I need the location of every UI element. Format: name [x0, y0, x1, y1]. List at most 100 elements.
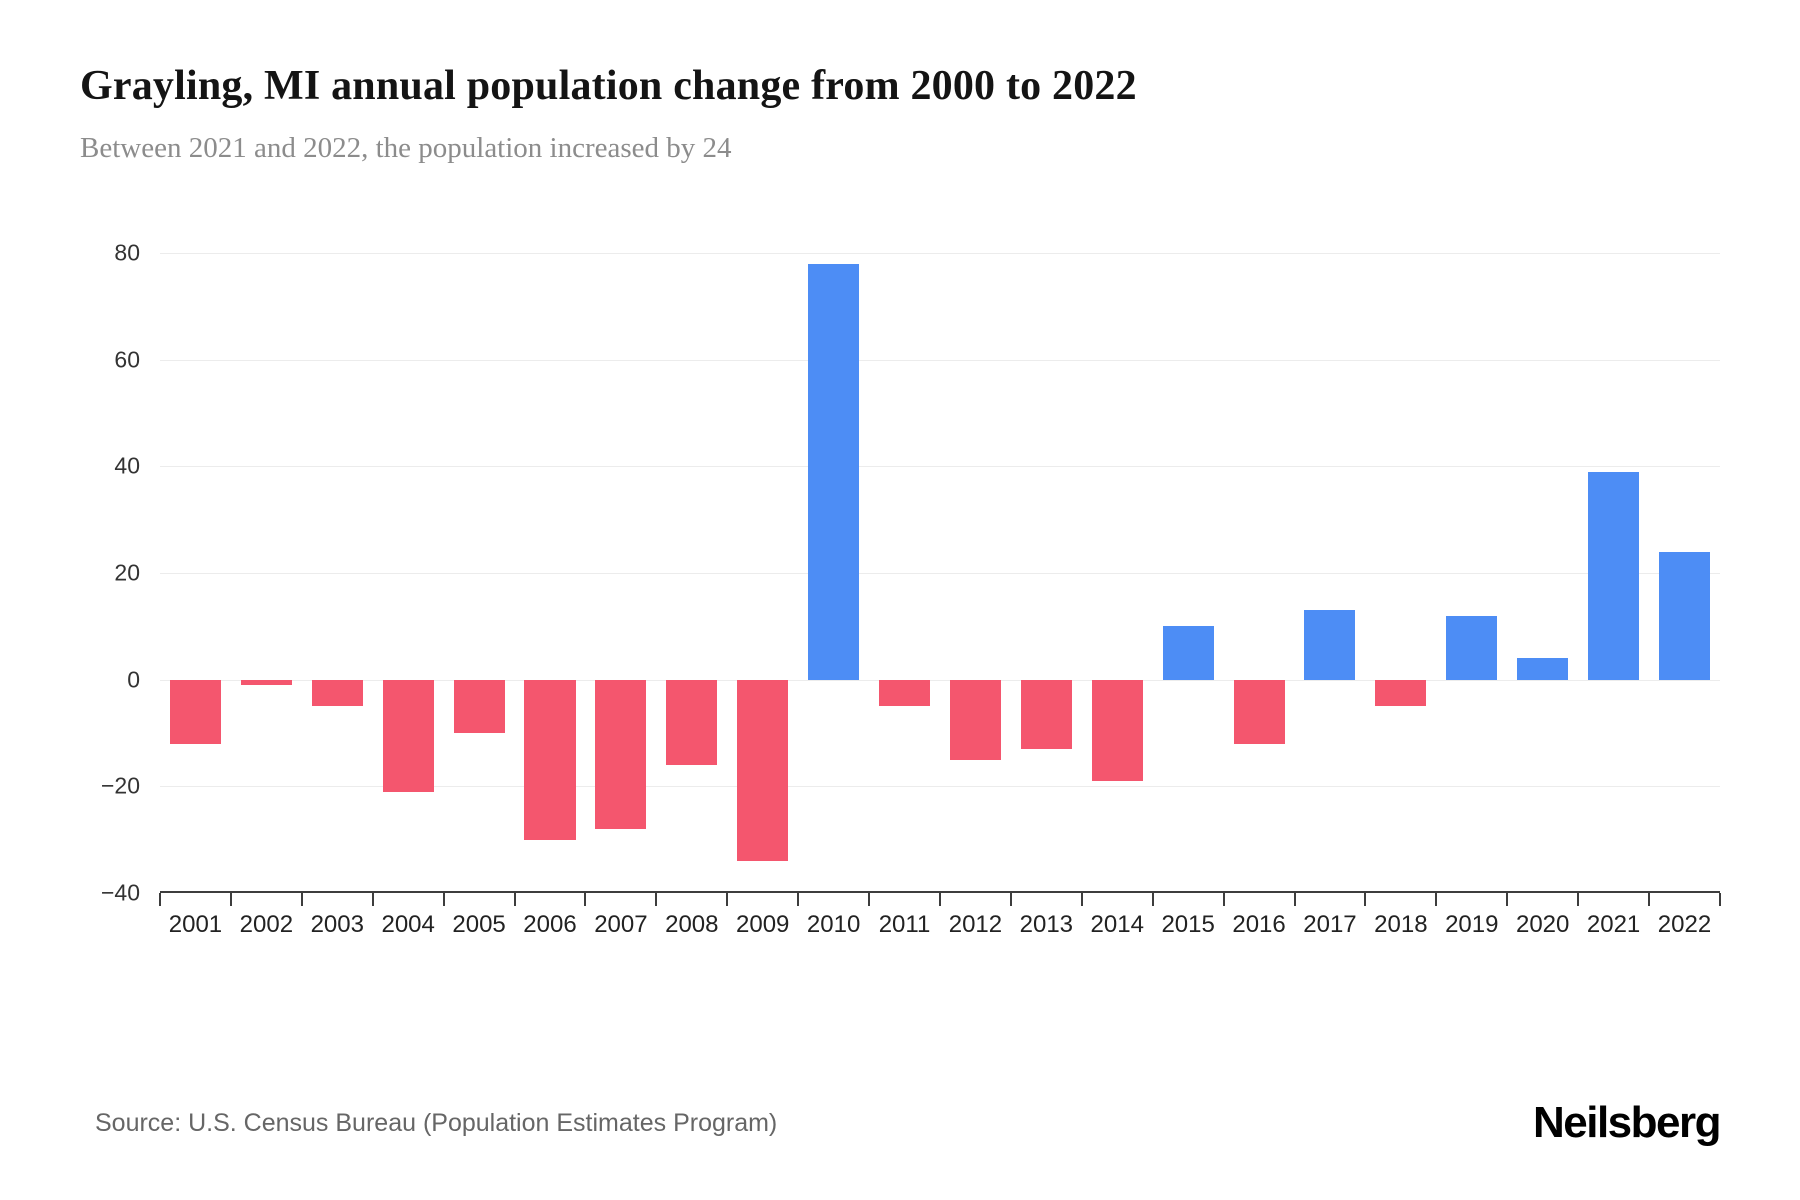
- bar-2008: [666, 679, 718, 765]
- x-axis-tick: [1719, 893, 1721, 906]
- x-tick-label: 2011: [878, 911, 931, 938]
- x-axis-tick: [229, 893, 232, 906]
- y-tick-label: 40: [114, 452, 140, 479]
- y-axis: 80 60 40 20 0 −20 −40: [80, 240, 160, 906]
- x-axis-tick: [1577, 893, 1580, 906]
- x-axis-tick: [1222, 893, 1225, 906]
- x-tick-label: 2008: [665, 911, 719, 938]
- bar-2018: [1375, 679, 1427, 707]
- x-axis-tick: [868, 893, 871, 906]
- bar-slot-2014: [1082, 253, 1153, 893]
- bar-slot-2019: [1436, 253, 1507, 893]
- gridline: [160, 466, 1720, 468]
- bar-slot-2021: [1578, 253, 1649, 893]
- x-axis-tick: [442, 893, 445, 906]
- y-tick-label: 60: [114, 346, 140, 373]
- x-tick-label: 2001: [168, 911, 223, 938]
- x-axis-tick: [1648, 893, 1651, 906]
- x-tick-label: 2007: [594, 911, 648, 938]
- bar-2002: [240, 679, 292, 685]
- x-axis-tick: [1506, 893, 1509, 906]
- bar-slot-2015: [1153, 253, 1224, 893]
- bar-slot-2010: [798, 253, 869, 893]
- x-axis-tick: [1435, 893, 1438, 906]
- x-axis-tick: [1151, 893, 1154, 906]
- bar-2014: [1091, 679, 1143, 781]
- bar-slot-2002: [231, 253, 302, 893]
- bar-2015: [1162, 626, 1214, 680]
- x-tick-label: 2013: [1019, 911, 1074, 938]
- bar-slot-2005: [444, 253, 515, 893]
- bar-2011: [878, 679, 931, 707]
- source-note: Source: U.S. Census Bureau (Population E…: [95, 1108, 778, 1137]
- y-tick-label: −40: [100, 879, 140, 906]
- x-axis-tick: [300, 893, 303, 906]
- bar-slot-2006: [515, 253, 586, 893]
- x-tick-label: 2022: [1657, 911, 1712, 938]
- x-axis-tick: [1080, 893, 1083, 906]
- bar-slot-2016: [1224, 253, 1295, 893]
- x-axis-labels: 2001 2002 2003 2004 2005 2006 2007 2008 2009 2010…: [160, 911, 1720, 939]
- chart-header: Grayling, MI annual population change fr…: [0, 0, 1800, 165]
- y-tick-label: 80: [114, 239, 140, 266]
- bar-slot-2012: [940, 253, 1011, 893]
- x-axis-tick: [159, 893, 161, 906]
- gridline: [160, 253, 1720, 254]
- bar-slot-2011: [869, 253, 940, 893]
- bar-slot-2018: [1365, 253, 1436, 893]
- bars-container: [160, 253, 1720, 893]
- bar-slot-2001: [160, 253, 231, 893]
- x-tick-label: 2012: [948, 911, 1003, 938]
- gridline: [160, 573, 1720, 574]
- bar-slot-2022: [1649, 253, 1720, 893]
- bar-slot-2007: [585, 253, 656, 893]
- chart-footer: Source: U.S. Census Bureau (Population E…: [95, 1098, 1722, 1148]
- bar-slot-2009: [727, 253, 798, 893]
- x-tick-label: 2015: [1161, 911, 1215, 938]
- x-axis-line: [160, 891, 1720, 893]
- bar-slot-2008: [656, 253, 727, 893]
- bar-2004: [382, 679, 434, 792]
- bar-slot-2004: [373, 253, 444, 893]
- bar-2007: [595, 679, 647, 829]
- y-tick-label: 0: [127, 666, 140, 693]
- y-tick-label: 20: [114, 559, 140, 586]
- x-axis-tick: [1009, 893, 1012, 906]
- bar-2013: [1020, 679, 1072, 749]
- x-tick-label: 2020: [1515, 911, 1570, 938]
- x-tick-label: 2005: [452, 911, 506, 938]
- bar-slot-2020: [1507, 253, 1578, 893]
- x-axis-tick: [726, 893, 729, 906]
- x-tick-label: 2006: [523, 911, 577, 938]
- x-tick-label: 2010: [806, 911, 861, 938]
- x-axis-tick: [1293, 893, 1296, 906]
- bar-2022: [1658, 551, 1710, 680]
- x-tick-label: 2019: [1445, 911, 1499, 938]
- brand-logo: Neilsberg: [1532, 1098, 1722, 1147]
- bar-2021: [1588, 471, 1640, 680]
- x-tick-label: 2017: [1303, 911, 1357, 938]
- bar-2010: [808, 263, 860, 680]
- x-tick-label: 2018: [1374, 911, 1428, 938]
- bar-2006: [524, 679, 576, 840]
- x-axis-tick: [371, 893, 374, 906]
- x-tick-label: 2002: [239, 911, 294, 938]
- chart-plot-row: 80 60 40 20 0 −20 −40: [80, 240, 1721, 906]
- bar-2005: [453, 679, 505, 733]
- x-axis-tick: [797, 893, 800, 906]
- gridline: [160, 679, 1720, 681]
- x-axis-tick: [655, 893, 658, 906]
- bar-2016: [1233, 679, 1285, 744]
- x-axis-tick: [513, 893, 516, 906]
- x-axis-tick: [584, 893, 587, 906]
- bar-2012: [949, 679, 1001, 760]
- plot-area: [159, 253, 1721, 906]
- page-subtitle: Between 2021 and 2022, the population in…: [80, 132, 732, 164]
- bar-chart: 80 60 40 20 0 −20 −40 2001 2002 2003 2004 2005 2006…: [80, 240, 1721, 939]
- x-axis-tick: [939, 893, 941, 906]
- x-tick-label: 2004: [381, 911, 435, 938]
- page-title: Grayling, MI annual population change fr…: [80, 63, 1137, 109]
- x-tick-label: 2014: [1090, 911, 1144, 938]
- bar-2019: [1446, 615, 1498, 680]
